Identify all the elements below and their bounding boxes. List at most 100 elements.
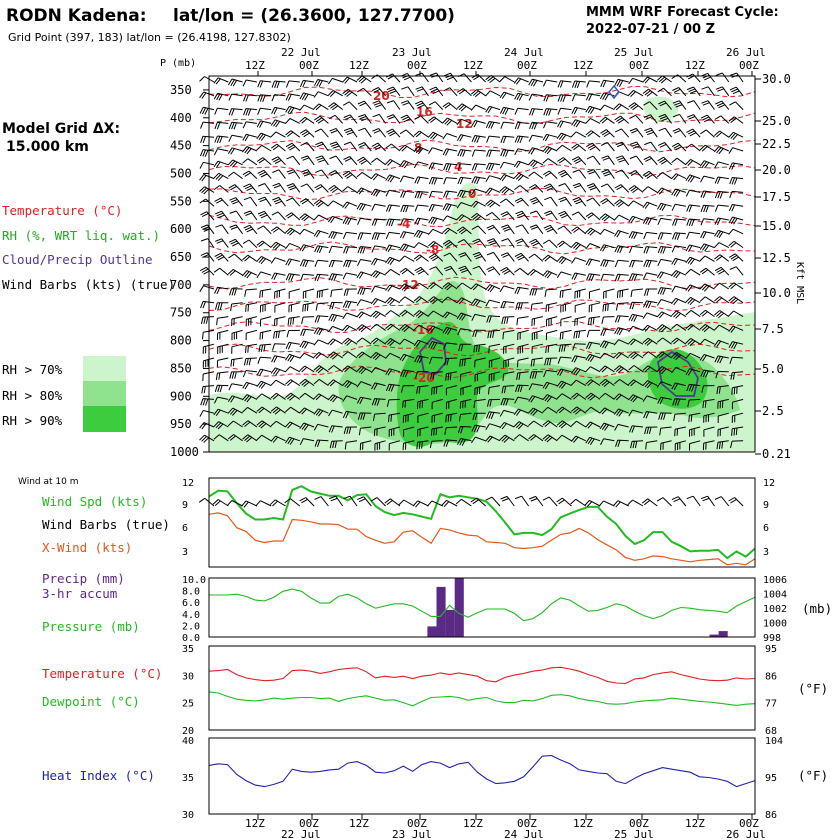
wind-barb (229, 224, 244, 235)
wind-barb (730, 440, 744, 449)
wind-barb (399, 296, 415, 304)
wind-barb (499, 186, 515, 195)
surface-wind-barb (500, 495, 515, 507)
wind-barb (285, 353, 300, 363)
wind-barb (671, 142, 687, 152)
wind-barb (472, 251, 487, 262)
wind-barb (557, 225, 572, 235)
wind-barb (672, 100, 687, 110)
wind-barb (370, 173, 386, 181)
wind-barb (242, 406, 258, 414)
wind-barb (286, 183, 301, 193)
grid-dx-label: Model Grid ΔX: (2, 121, 120, 137)
cross-section-frame (208, 75, 756, 453)
wind-barb (213, 77, 229, 85)
wind-barb (600, 142, 615, 152)
wind-barb (572, 343, 586, 351)
wind-barb (272, 169, 286, 179)
wind-barb (699, 309, 715, 318)
wind-barb (445, 398, 458, 410)
temperature-contour (208, 111, 756, 125)
precip-panel-frame (208, 577, 756, 638)
wind-barb (686, 114, 701, 124)
wind-barb (628, 313, 644, 322)
wind-barb (599, 228, 615, 236)
wind-barb (642, 312, 658, 319)
wind-barb (271, 355, 286, 363)
wind-barb (243, 224, 258, 235)
wind-barb (500, 149, 515, 157)
wind-barb (685, 368, 701, 376)
wind-barb (270, 241, 286, 250)
wind-barb (571, 257, 586, 264)
wind-barb (443, 252, 458, 262)
temperature-f-tick-label: 68 (765, 726, 777, 737)
wind-barb (699, 354, 715, 362)
wind-barb (700, 231, 715, 239)
wind-barb (299, 116, 315, 124)
wind-barb (456, 214, 472, 222)
wind-barb (642, 201, 658, 209)
wind-barb (671, 157, 687, 166)
surface-wind-barb (226, 500, 243, 507)
wind-barb (642, 380, 658, 389)
wind-barb (428, 116, 444, 124)
wind-barb (299, 213, 315, 222)
wind-barb (243, 183, 258, 193)
wind-barb (458, 343, 472, 352)
wind-barb (402, 412, 415, 423)
bottom-time-tick-label: 12Z (573, 817, 593, 830)
wind-barb (313, 408, 329, 417)
wind-barb (585, 117, 601, 124)
wind-barb (242, 254, 258, 262)
wind-barb (588, 302, 601, 313)
height-tick-label: 22.5 (762, 137, 791, 151)
wind-barb (431, 412, 443, 423)
surface-wind-barb (212, 499, 229, 507)
wind-barb (285, 341, 300, 350)
wind-barb (485, 211, 501, 221)
wind-barb (560, 316, 572, 327)
wind-barb (528, 93, 543, 101)
wind-barb (643, 114, 658, 124)
wind-barb (657, 156, 672, 166)
wind-barb (270, 119, 286, 128)
wind-barb (572, 182, 587, 193)
heat-f-tick-label: 86 (765, 810, 777, 821)
wind-barb (460, 371, 472, 382)
wind-barb (672, 113, 687, 124)
wind-barb (600, 273, 615, 281)
wind-barb (599, 407, 615, 415)
wind-barb (687, 100, 701, 110)
wind-barb (327, 200, 343, 207)
wind-barb (500, 398, 515, 406)
wind-barb (716, 385, 729, 394)
wind-barb (685, 268, 701, 276)
wind-barb (356, 271, 372, 279)
wind-barb (228, 383, 243, 391)
wind-barb (256, 380, 272, 389)
wind-barb (485, 299, 501, 307)
wind-barb (560, 302, 572, 313)
wind-barb (270, 435, 286, 443)
wind-barb (316, 288, 329, 299)
temperature-contour (208, 214, 756, 228)
wind-barb (731, 398, 744, 410)
wind-barb (729, 101, 744, 110)
wind-barb (328, 102, 344, 111)
wind-barb (342, 395, 358, 402)
wind-barb (629, 425, 644, 433)
wind-barb (356, 381, 372, 388)
pressure-tick-label: 1006 (763, 575, 787, 586)
wind-barb (729, 266, 744, 276)
wind-barb (356, 202, 372, 211)
wind-barb (242, 170, 258, 179)
wind-barb (374, 440, 386, 451)
wind-barb (717, 398, 729, 409)
wind-barb (242, 146, 258, 155)
wind-barb (628, 200, 644, 207)
wind-barb (274, 316, 286, 327)
wind-barb (442, 311, 458, 319)
wind-barb (444, 426, 458, 435)
wind-barb (313, 79, 329, 88)
